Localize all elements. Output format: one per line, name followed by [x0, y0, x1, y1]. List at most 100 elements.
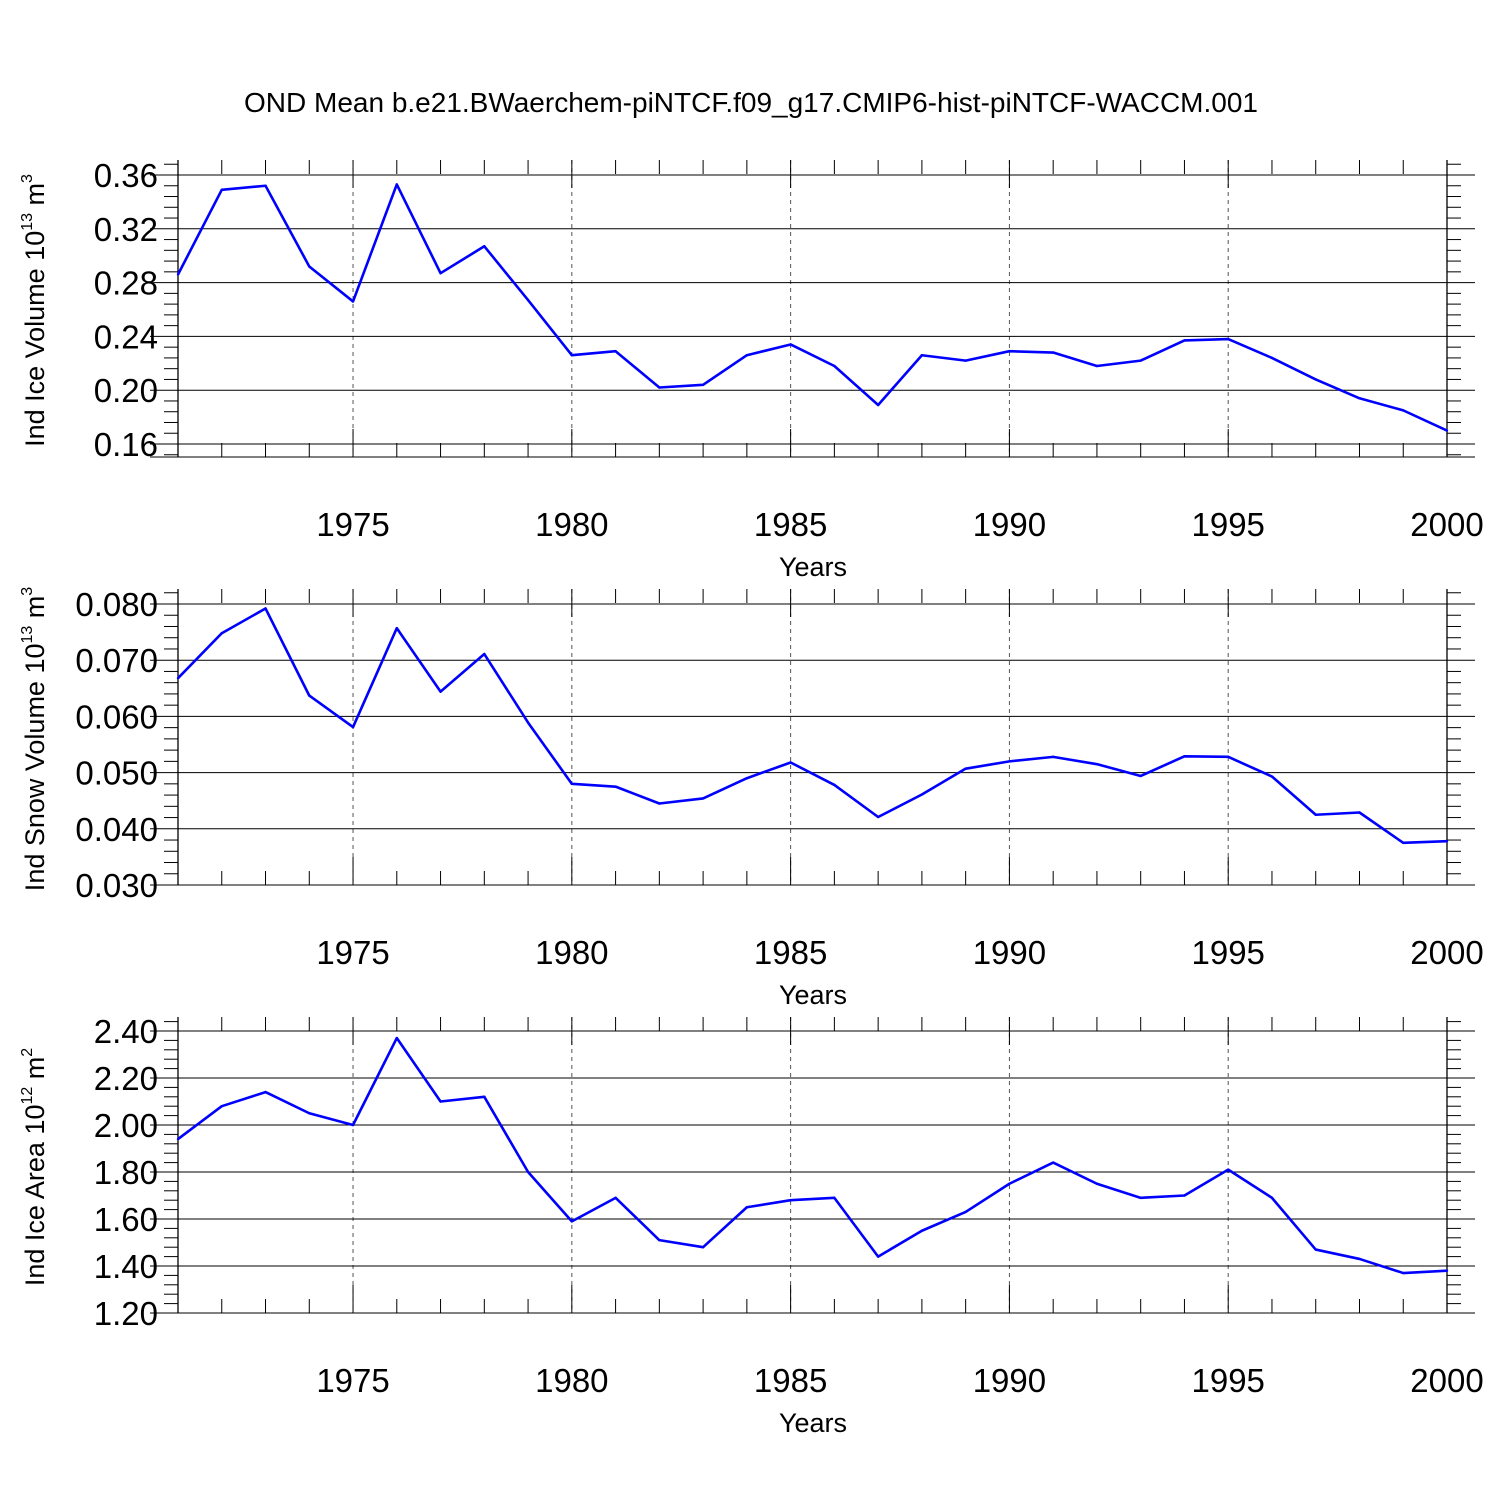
y-tick-label: 0.32: [94, 211, 158, 248]
data-point: [701, 1246, 705, 1249]
chart-panel-2: 1975 1980 1985 1990 1995 2000 0.030 0.040 0.050 0…: [19, 586, 1484, 1010]
data-point: [614, 349, 617, 353]
y-axis-title-unit-exp: 3: [19, 174, 36, 183]
data-point: [1183, 755, 1186, 758]
data-point: [176, 1137, 180, 1141]
data-point: [1358, 397, 1361, 400]
data-point: [483, 652, 486, 656]
data-point: [964, 767, 967, 770]
data-point: [570, 782, 574, 786]
data-point: [220, 632, 223, 635]
data-point: [658, 386, 661, 389]
data-point: [1445, 1269, 1449, 1272]
data-point: [1270, 1196, 1274, 1200]
data-point: [1095, 364, 1099, 368]
data-point: [483, 1095, 486, 1099]
y-axis-title-text: Ind Ice Volume 10: [20, 231, 50, 447]
series-line: [177, 607, 1448, 845]
x-tick-label: 1985: [754, 934, 827, 971]
chart-panel-3: 1975 1980 1985 1990 1995 2000 1.20 1.40 1.60 1.80…: [19, 1013, 1484, 1438]
data-point: [876, 403, 880, 407]
data-point: [570, 1220, 574, 1223]
data-point: [833, 1196, 836, 1200]
data-point: [1183, 1194, 1186, 1197]
data-point: [1051, 1161, 1055, 1164]
data-point: [1139, 359, 1142, 362]
y-axis-title: Ind Ice Area 1012 m2: [19, 1048, 50, 1286]
x-tick-label: 2000: [1410, 506, 1483, 543]
x-tick-label: 1975: [316, 506, 389, 543]
data-point: [526, 1170, 530, 1174]
y-tick-label: 1.20: [94, 1295, 158, 1332]
data-point: [1270, 356, 1274, 360]
y-axis-title: Ind Snow Volume 1013 m3: [19, 587, 50, 891]
series-line: [176, 183, 1448, 432]
x-tick-label: 1990: [973, 934, 1046, 971]
y-tick-label: 1.40: [94, 1248, 158, 1285]
data-point: [789, 761, 792, 764]
data-point: [876, 815, 880, 819]
data-point: [1314, 813, 1317, 816]
data-point: [964, 359, 967, 362]
y-tick-label: 0.28: [94, 265, 158, 302]
data-point: [701, 383, 705, 387]
x-tick-label: 1995: [1191, 1362, 1264, 1399]
y-tick-label: 2.20: [94, 1060, 158, 1097]
data-point: [1270, 775, 1274, 778]
x-tick-label: 1995: [1191, 934, 1264, 971]
data-point: [833, 783, 836, 787]
data-point: [876, 1255, 880, 1258]
y-tick-label: 0.36: [94, 157, 158, 194]
data-point: [1314, 1248, 1317, 1251]
data-point: [1008, 760, 1011, 763]
y-axis-title-exp: 12: [19, 1087, 36, 1105]
data-point: [308, 265, 311, 268]
x-tick-label: 2000: [1410, 1362, 1483, 1399]
x-axis-title: Years: [779, 980, 847, 1010]
x-tick-label: 1990: [973, 506, 1046, 543]
data-point: [395, 183, 398, 186]
data-point: [1314, 378, 1317, 381]
data-point: [920, 1229, 924, 1232]
data-point: [1008, 349, 1011, 353]
x-tick-label: 1985: [754, 506, 827, 543]
y-tick-label: 2.40: [94, 1013, 158, 1050]
data-point: [1445, 429, 1449, 432]
data-point: [264, 1090, 267, 1094]
data-point: [1139, 1196, 1142, 1200]
data-point: [745, 1206, 749, 1209]
data-point: [1402, 409, 1405, 412]
data-point: [789, 343, 792, 346]
data-point: [308, 694, 311, 697]
data-point: [220, 1105, 223, 1108]
data-point: [1227, 1168, 1230, 1171]
y-tick-label: 0.24: [94, 318, 158, 355]
data-point: [1402, 841, 1405, 845]
y-tick-label: 0.040: [75, 811, 158, 848]
y-tick-label: 0.080: [75, 586, 158, 623]
x-axis-title: Years: [779, 552, 847, 582]
data-point: [439, 690, 442, 693]
x-tick-label: 1980: [535, 934, 608, 971]
figure-title: OND Mean b.e21.BWaerchem-piNTCF.f09_g17.…: [244, 87, 1258, 118]
y-tick-label: 0.060: [75, 698, 158, 735]
x-tick-label: 1975: [316, 1362, 389, 1399]
data-point: [1095, 762, 1099, 766]
data-point: [614, 1196, 617, 1200]
data-point: [176, 676, 180, 680]
y-axis-title: Ind Ice Volume 1013 m3: [19, 174, 50, 447]
data-point: [1051, 755, 1055, 759]
data-point: [1402, 1271, 1405, 1275]
data-point: [395, 1036, 398, 1040]
data-point: [264, 607, 267, 610]
x-tick-label: 1980: [535, 1362, 608, 1399]
data-point: [395, 626, 398, 630]
data-point: [1008, 1182, 1011, 1185]
data-point: [570, 354, 574, 357]
data-point: [351, 1123, 355, 1127]
y-axis-title-unit-exp: 3: [19, 587, 36, 596]
series-line: [177, 1036, 1448, 1275]
y-axis-title-unit: m: [20, 1057, 50, 1087]
y-tick-label: 1.60: [94, 1201, 158, 1238]
chart-panel-1: 1975 1980 1985 1990 1995 2000 0.16 0.20 0.24 0.28…: [19, 157, 1484, 582]
